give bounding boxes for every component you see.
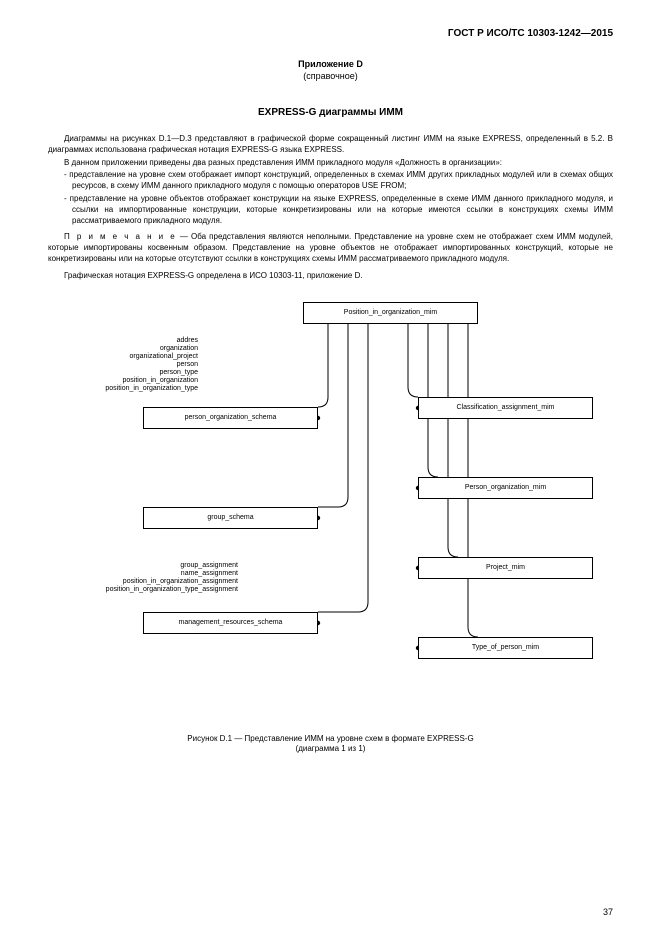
section-title: EXPRESS-G диаграммы ИММ [48, 107, 613, 118]
diagram-node-root: Position_in_organization_mim [303, 302, 478, 324]
bullet-1: - представление на уровне схем отображае… [48, 170, 613, 192]
note-label: П р и м е ч а н и е [64, 232, 177, 241]
paragraph-3: Графическая нотация EXPRESS-G определена… [48, 271, 613, 282]
appendix-type: (справочное) [48, 71, 613, 81]
diagram-node-porg: Person_organization_mim [418, 477, 593, 499]
note-block: П р и м е ч а н и е — Оба представления … [48, 232, 613, 264]
diagram: Position_in_organization_mim person_organ… [48, 302, 613, 722]
appendix-label: Приложение D [48, 59, 613, 69]
paragraph-1: Диаграммы на рисунках D.1—D.3 представля… [48, 134, 613, 156]
figure-caption: Рисунок D.1 — Представление ИММ на уровн… [48, 734, 613, 755]
figure-caption-line1: Рисунок D.1 — Представление ИММ на уровн… [187, 734, 473, 743]
diagram-label-lab2: group_assignmentname_assignmentposition_… [48, 562, 238, 594]
page-number: 37 [603, 907, 613, 917]
page: ГОСТ Р ИСО/ТС 10303-1242—2015 Приложение… [0, 0, 661, 935]
diagram-node-mgmt: management_resources_schema [143, 612, 318, 634]
diagram-label-lab1: addresorganizationorganizational_project… [48, 337, 198, 393]
document-standard-code: ГОСТ Р ИСО/ТС 10303-1242—2015 [48, 28, 613, 39]
diagram-node-pos: person_organization_schema [143, 407, 318, 429]
diagram-node-proj: Project_mim [418, 557, 593, 579]
diagram-node-grp: group_schema [143, 507, 318, 529]
bullet-2: - представление на уровне объектов отобр… [48, 194, 613, 226]
diagram-node-cls: Classification_assignment_mim [418, 397, 593, 419]
figure-caption-line2: (диаграмма 1 из 1) [296, 744, 366, 753]
paragraph-2: В данном приложении приведены два разных… [48, 158, 613, 169]
diagram-node-typp: Type_of_person_mim [418, 637, 593, 659]
